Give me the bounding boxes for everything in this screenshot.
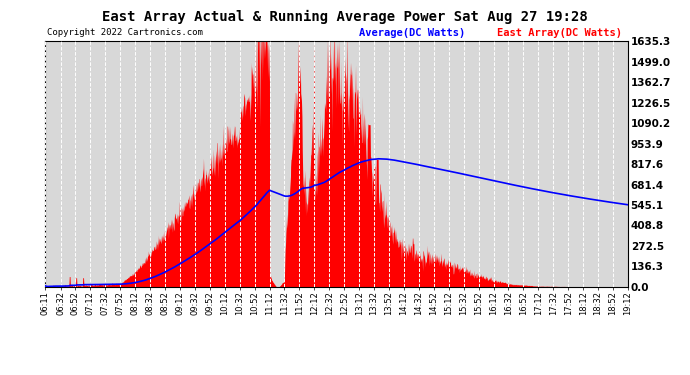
- Text: East Array Actual & Running Average Power Sat Aug 27 19:28: East Array Actual & Running Average Powe…: [102, 9, 588, 24]
- Text: Average(DC Watts): Average(DC Watts): [359, 28, 465, 38]
- Text: East Array(DC Watts): East Array(DC Watts): [497, 28, 622, 38]
- Text: Copyright 2022 Cartronics.com: Copyright 2022 Cartronics.com: [47, 28, 203, 37]
